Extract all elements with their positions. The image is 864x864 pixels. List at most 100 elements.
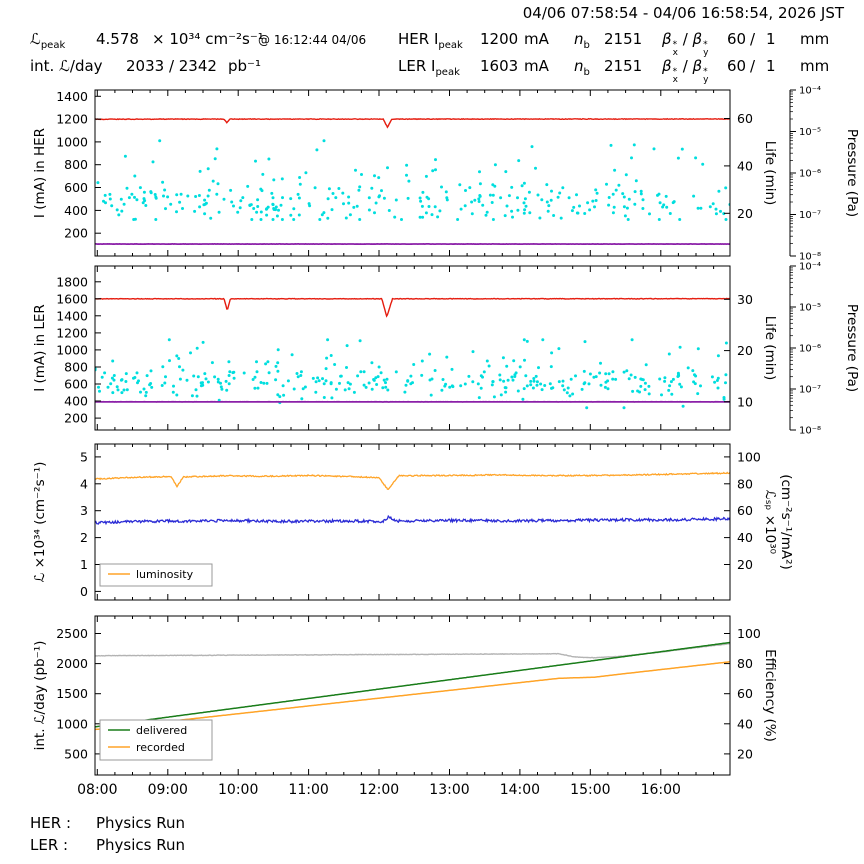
svg-text:Efficiency (%): Efficiency (%) (762, 649, 778, 742)
svg-text:1400: 1400 (56, 308, 88, 323)
her-beta-y-value: 1 (766, 30, 776, 48)
svg-text:80: 80 (737, 656, 753, 671)
svg-text:Pressure (Pa): Pressure (Pa) (844, 304, 860, 392)
svg-text:4: 4 (80, 476, 88, 491)
panel-ler-current: 200 400 600 800 1000 1200 1400 1600 1800 10 20 30 I … (0, 262, 864, 436)
svg-text:200: 200 (64, 411, 88, 426)
luminosity-chart: 0 1 2 3 4 5 20 40 60 80 100 ℒ ×10³⁴ (cm⁻²s⁻¹) ℒₛₚ ×1… (32, 443, 794, 601)
svg-text:12:00: 12:00 (359, 782, 399, 798)
lpeak-timestamp: @ 16:12:44 04/06 (258, 33, 367, 47)
ler-nb-value: 2151 (604, 57, 643, 75)
svg-text:400: 400 (64, 394, 88, 409)
her-ipeak-value: 1200 (480, 30, 519, 48)
svg-text:10⁻⁵: 10⁻⁵ (799, 127, 821, 138)
panel-integrated-luminosity: 08:00 09:00 10:00 11:00 12:00 13:00 14:00 15:00… (0, 612, 864, 812)
ler-current-chart: 200 400 600 800 1000 1200 1400 1600 1800 10 20 30 I … (32, 262, 860, 437)
svg-text:Life (min): Life (min) (762, 316, 778, 381)
svg-text:600: 600 (64, 180, 88, 195)
svg-text:40: 40 (737, 530, 753, 545)
intlum-value: 2033 / 2342 (126, 57, 217, 75)
svg-text:600: 600 (64, 377, 88, 392)
svg-text:40: 40 (737, 158, 753, 173)
lpeak-value: 4.578 (96, 30, 139, 48)
svg-text:1500: 1500 (56, 686, 88, 701)
svg-text:1000: 1000 (56, 342, 88, 357)
svg-text:10⁻⁴: 10⁻⁴ (799, 86, 821, 97)
svg-text:13:00: 13:00 (429, 782, 469, 798)
svg-text:400: 400 (64, 203, 88, 218)
svg-text:(cm⁻²s⁻¹/mA²): (cm⁻²s⁻¹/mA²) (778, 474, 794, 570)
ler-beta-y-value: 1 (766, 57, 776, 75)
her-beta-slash: / (750, 30, 756, 48)
svg-text:Life (min): Life (min) (762, 141, 778, 206)
ler-beta-slash: / (750, 57, 756, 75)
intlum-label: int. ℒ/day (30, 57, 103, 75)
svg-text:I (mA) in LER: I (mA) in LER (32, 304, 48, 392)
svg-text:09:00: 09:00 (148, 782, 188, 798)
datetime-range: 04/06 07:58:54 - 04/06 16:58:54, 2026 JS… (522, 4, 844, 22)
svg-text:20: 20 (737, 206, 753, 221)
svg-text:1400: 1400 (56, 89, 88, 104)
svg-text:luminosity: luminosity (136, 568, 194, 581)
her-status-label: HER : (30, 814, 72, 832)
svg-text:3: 3 (80, 503, 88, 518)
svg-text:5: 5 (80, 449, 88, 464)
svg-text:ℒₛₚ ×10³⁰: ℒₛₚ ×10³⁰ (762, 490, 778, 554)
svg-text:800: 800 (64, 360, 88, 375)
svg-text:recorded: recorded (136, 741, 185, 754)
svg-text:1800: 1800 (56, 274, 88, 289)
svg-text:14:00: 14:00 (500, 782, 540, 798)
svg-text:10⁻⁷: 10⁻⁷ (799, 385, 821, 396)
svg-text:int. ℒ/day (pb⁻¹): int. ℒ/day (pb⁻¹) (32, 641, 48, 751)
svg-text:500: 500 (64, 746, 88, 761)
her-beta-label: β * x / β * y (662, 30, 709, 58)
svg-text:11:00: 11:00 (288, 782, 328, 798)
her-ipeak-label: HER Ipeak (398, 30, 463, 51)
ler-ipeak-value: 1603 (480, 57, 519, 75)
svg-text:10⁻⁴: 10⁻⁴ (799, 262, 821, 273)
svg-text:20: 20 (737, 746, 753, 761)
svg-text:10⁻⁵: 10⁻⁵ (799, 303, 821, 314)
panel-luminosity: 0 1 2 3 4 5 20 40 60 80 100 ℒ ×10³⁴ (cm⁻²s⁻¹) ℒₛₚ ×1… (0, 440, 864, 606)
panel-her-current: 200 400 600 800 1000 1200 1400 20 40 60 I (mA) in … (0, 86, 864, 262)
svg-text:800: 800 (64, 157, 88, 172)
svg-text:2500: 2500 (56, 626, 88, 641)
svg-text:60: 60 (737, 503, 753, 518)
svg-text:60: 60 (737, 111, 753, 126)
her-nb-value: 2151 (604, 30, 643, 48)
lpeak-units: × 10³⁴ cm⁻²s⁻¹ (152, 30, 264, 48)
svg-text:10⁻⁸: 10⁻⁸ (799, 426, 821, 437)
svg-text:2: 2 (80, 530, 88, 545)
svg-text:100: 100 (737, 449, 761, 464)
svg-text:10: 10 (737, 394, 753, 409)
svg-text:1000: 1000 (56, 134, 88, 149)
svg-text:200: 200 (64, 226, 88, 241)
ler-beta-label: β * x / β * y (662, 57, 709, 85)
svg-text:I (mA) in HER: I (mA) in HER (32, 128, 48, 218)
svg-text:08:00: 08:00 (77, 782, 117, 798)
ler-nb-label: nb (574, 57, 590, 78)
her-beta-units: mm (800, 30, 830, 48)
svg-text:0: 0 (80, 584, 88, 599)
svg-text:100: 100 (737, 626, 761, 641)
svg-text:2000: 2000 (56, 656, 88, 671)
ler-status-label: LER : (30, 836, 69, 854)
integrated-luminosity-chart: 08:00 09:00 10:00 11:00 12:00 13:00 14:00 15:00… (32, 615, 778, 798)
ler-beta-x-value: 60 (727, 57, 747, 75)
svg-text:80: 80 (737, 476, 753, 491)
svg-text:1600: 1600 (56, 291, 88, 306)
svg-text:ℒ ×10³⁴ (cm⁻²s⁻¹): ℒ ×10³⁴ (cm⁻²s⁻¹) (32, 462, 48, 583)
svg-text:20: 20 (737, 343, 753, 358)
her-beta-x-value: 60 (727, 30, 747, 48)
svg-text:15:00: 15:00 (570, 782, 610, 798)
svg-text:10:00: 10:00 (218, 782, 258, 798)
lpeak-label: ℒpeak (30, 30, 66, 51)
svg-text:10⁻⁸: 10⁻⁸ (799, 252, 821, 263)
her-nb-label: nb (574, 30, 590, 51)
svg-text:60: 60 (737, 686, 753, 701)
svg-text:delivered: delivered (136, 724, 187, 737)
svg-text:40: 40 (737, 716, 753, 731)
svg-text:16:00: 16:00 (641, 782, 681, 798)
ler-ipeak-units: mA (524, 57, 549, 75)
svg-text:Pressure (Pa): Pressure (Pa) (844, 129, 860, 217)
